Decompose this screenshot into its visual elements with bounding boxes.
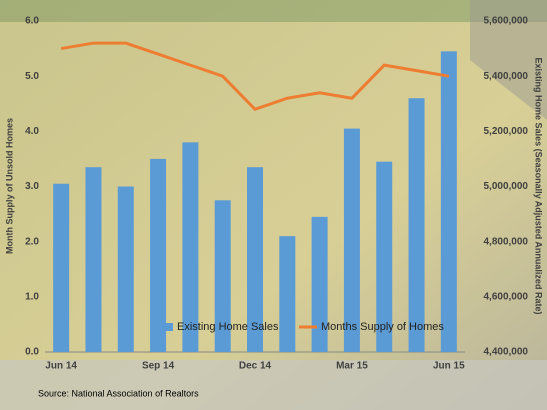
source: Source: National Association of Realtors [38,388,199,398]
x-tick-label: Mar 15 [336,361,368,372]
bar [279,236,296,352]
y2-axis-label: Existing Home Sales (Seasonally Adjusted… [534,58,544,315]
bar [117,186,134,352]
bar [85,167,102,352]
x-tick-label: Sep 14 [142,361,175,372]
bar [343,128,360,352]
x-tick-label: Jun 15 [433,361,465,372]
y2-tick-label: 5,600,000 [484,16,529,27]
background-band [0,0,547,22]
legend-swatch [165,323,173,331]
bar [440,51,457,352]
legend-label: Existing Home Sales [177,321,279,333]
y-tick-label: 0.0 [25,347,39,358]
y2-tick-label: 5,400,000 [484,71,529,82]
x-tick-label: Jun 14 [45,361,77,372]
background-band [0,360,547,410]
y2-tick-label: 4,400,000 [484,347,529,358]
bar [53,183,70,352]
y-tick-label: 1.0 [25,291,39,302]
y-tick-label: 4.0 [25,126,39,137]
bar [408,98,425,352]
bar [182,142,199,352]
x-tick-label: Dec 14 [239,361,272,372]
y2-tick-label: 4,600,000 [484,291,529,302]
bar [150,158,167,352]
y2-tick-label: 5,200,000 [484,126,529,137]
y-tick-label: 3.0 [25,181,39,192]
y-tick-label: 6.0 [25,16,39,27]
bar [376,161,393,352]
y2-tick-label: 5,000,000 [484,181,529,192]
y2-tick-label: 4,800,000 [484,236,529,247]
y-axis-label: Month Supply of Unsold Homes [4,118,14,254]
bar [247,167,263,352]
bar [311,216,328,352]
y-tick-label: 2.0 [25,236,39,247]
line [60,41,450,111]
bar [214,200,231,352]
legend-label: Months Supply of Homes [321,321,444,333]
background-shape [470,0,547,120]
y-tick-label: 5.0 [25,71,39,82]
